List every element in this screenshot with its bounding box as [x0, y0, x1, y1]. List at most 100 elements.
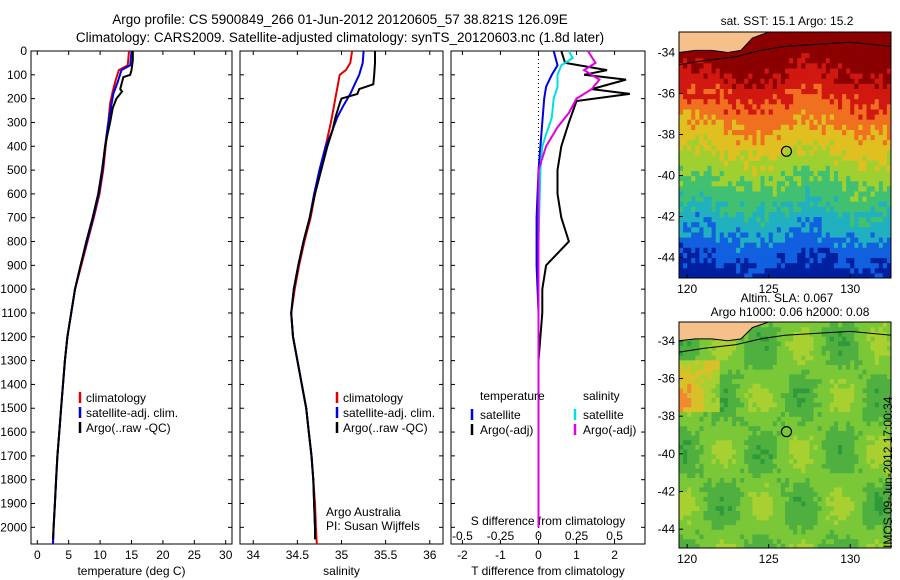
map-y-tick-label: -40 [658, 447, 676, 461]
depth-tick-label: 1000 [0, 282, 27, 296]
temperature-x-tick-label: 25 [188, 548, 202, 562]
difference-x-tick-label: 0 [535, 548, 542, 562]
map-x-tick-label: 120 [677, 282, 697, 296]
depth-tick-label: 1400 [0, 377, 27, 391]
legend-label: climatology [86, 391, 146, 405]
difference-panel: -2 -1 0 1 2 T difference from climatology -0.5… [450, 50, 646, 578]
temperature-panel: 0100200300400500600700800900100011001200… [0, 44, 232, 578]
map-x-tick-label: 130 [840, 552, 860, 566]
salinity-x-tick-label: 36 [423, 548, 437, 562]
map-y-tick-label: -34 [658, 334, 676, 348]
salinity-x-tick-label: 34.5 [286, 548, 310, 562]
map-y-tick-label: -38 [658, 409, 676, 423]
argo-float-marker [780, 426, 793, 438]
figure-title-line-2: Climatology: CARS2009. Satellite-adjuste… [75, 30, 605, 45]
sla-map-subtitle: Argo h1000: 0.06 h2000: 0.08 [711, 305, 870, 319]
map-y-tick-label: -42 [658, 485, 676, 499]
difference-x-tick-label: -1 [495, 548, 506, 562]
argo-float-marker [780, 145, 793, 157]
depth-tick-label: 400 [7, 139, 27, 153]
temperature-x-axis-label: temperature (deg C) [77, 564, 185, 578]
map-x-tick-label: 125 [759, 282, 779, 296]
depth-tick-label: 100 [7, 68, 27, 82]
map-x-tick-label: 130 [840, 282, 860, 296]
map-y-tick-label: -34 [658, 46, 676, 60]
land-australia [679, 322, 769, 342]
salinity-plot-frame [239, 50, 444, 545]
salinity-diff-tick-label: 0.5 [606, 529, 623, 543]
legend-label: Argo(..raw -QC) [86, 421, 171, 435]
imos-timestamp-watermark: IMOS 09-Jun-2012 17:00:34 [881, 396, 895, 548]
salinity-diff-tick-label: -0.25 [487, 529, 515, 543]
sla-map-title: Altim. SLA: 0.067 [741, 291, 834, 305]
legend-label: Argo(-adj) [583, 423, 636, 437]
salinity-x-axis-label: salinity [323, 564, 360, 578]
difference-x-tick-label: -2 [457, 548, 468, 562]
depth-tick-label: 1300 [0, 354, 27, 368]
depth-tick-label: 1100 [1, 306, 27, 320]
depth-tick-label: 500 [7, 163, 27, 177]
legend-label: satellite [583, 408, 624, 422]
series-line-argo---raw--qc- [290, 51, 376, 540]
depth-tick-label: 900 [7, 258, 27, 272]
depth-tick-label: 1200 [0, 330, 27, 344]
map-y-tick-label: -36 [658, 87, 676, 101]
difference-plot-frame [450, 50, 646, 545]
annotation-text: PI: Susan Wijffels [326, 519, 420, 533]
sla-map-field [679, 322, 891, 548]
legend-label: Argo(..raw -QC) [343, 421, 428, 435]
map-y-tick-label: -36 [658, 372, 676, 386]
salinity-panel: 34 34.5 35 35.5 36 salinity climatologysatelli… [239, 50, 444, 578]
map-x-tick-label: 120 [677, 552, 697, 566]
temperature-x-tick-label: 15 [125, 548, 139, 562]
legend-salinity-header: salinity [583, 389, 620, 403]
legend-label: Argo(-adj) [480, 423, 533, 437]
annotation-text: Argo Australia [326, 505, 401, 519]
depth-tick-label: 700 [7, 211, 27, 225]
depth-tick-label: 600 [7, 187, 27, 201]
sst-map-title: sat. SST: 15.1 Argo: 15.2 [721, 14, 854, 28]
temperature-x-tick-label: 30 [219, 548, 233, 562]
depth-tick-label: 1700 [0, 449, 27, 463]
map-y-tick-label: -42 [658, 210, 676, 224]
difference-x-tick-label: 1 [573, 548, 580, 562]
legend-temperature-header: temperature [480, 389, 545, 403]
sla-map-frame [678, 321, 892, 549]
legend-label: satellite [480, 408, 521, 422]
salinity-diff-tick-label: -0.5 [452, 529, 473, 543]
temperature-x-tick-label: 10 [93, 548, 107, 562]
series-line-argo--adj- [537, 50, 630, 528]
legend-label: satellite-adj. clim. [86, 406, 178, 420]
temperature-plot-frame [30, 50, 233, 545]
legend-label: climatology [343, 391, 403, 405]
salinity-diff-tick-label: 0.25 [565, 529, 589, 543]
depth-tick-label: 1600 [0, 425, 27, 439]
land-australia [679, 32, 769, 54]
shelf-contour [679, 41, 891, 66]
sla-map-panel: -34 -36 -38 -40 -42 -44 120 125 130 [658, 321, 892, 566]
shelf-contour [679, 330, 891, 353]
depth-tick-label: 1800 [0, 473, 27, 487]
temperature-x-tick-label: 20 [156, 548, 170, 562]
depth-tick-label: 300 [7, 115, 27, 129]
map-y-tick-label: -40 [658, 169, 676, 183]
depth-tick-label: 200 [7, 92, 27, 106]
salinity-x-tick-label: 35 [335, 548, 349, 562]
series-line-argo---raw--qc- [52, 51, 134, 540]
difference-x-axis-label: T difference from climatology [471, 564, 625, 578]
series-line-argo--adj- [537, 50, 601, 528]
sst-map-field [679, 32, 891, 278]
legend-label: satellite-adj. clim. [343, 406, 435, 420]
depth-tick-label: 1500 [0, 401, 27, 415]
salinity-x-tick-label: 34 [247, 548, 261, 562]
salinity-x-tick-label: 35.5 [374, 548, 398, 562]
depth-tick-label: 2000 [0, 520, 27, 534]
temperature-x-tick-label: 0 [34, 548, 41, 562]
depth-tick-label: 1900 [0, 497, 27, 511]
map-y-tick-label: -44 [658, 522, 676, 536]
depth-tick-label: 0 [20, 44, 27, 58]
figure-title-line-1: Argo profile: CS 5900849_266 01-Jun-2012… [112, 12, 568, 27]
sst-map-panel: -34 -36 -38 -40 -42 -44 120 125 130 [658, 31, 892, 296]
temperature-x-tick-label: 5 [65, 548, 72, 562]
